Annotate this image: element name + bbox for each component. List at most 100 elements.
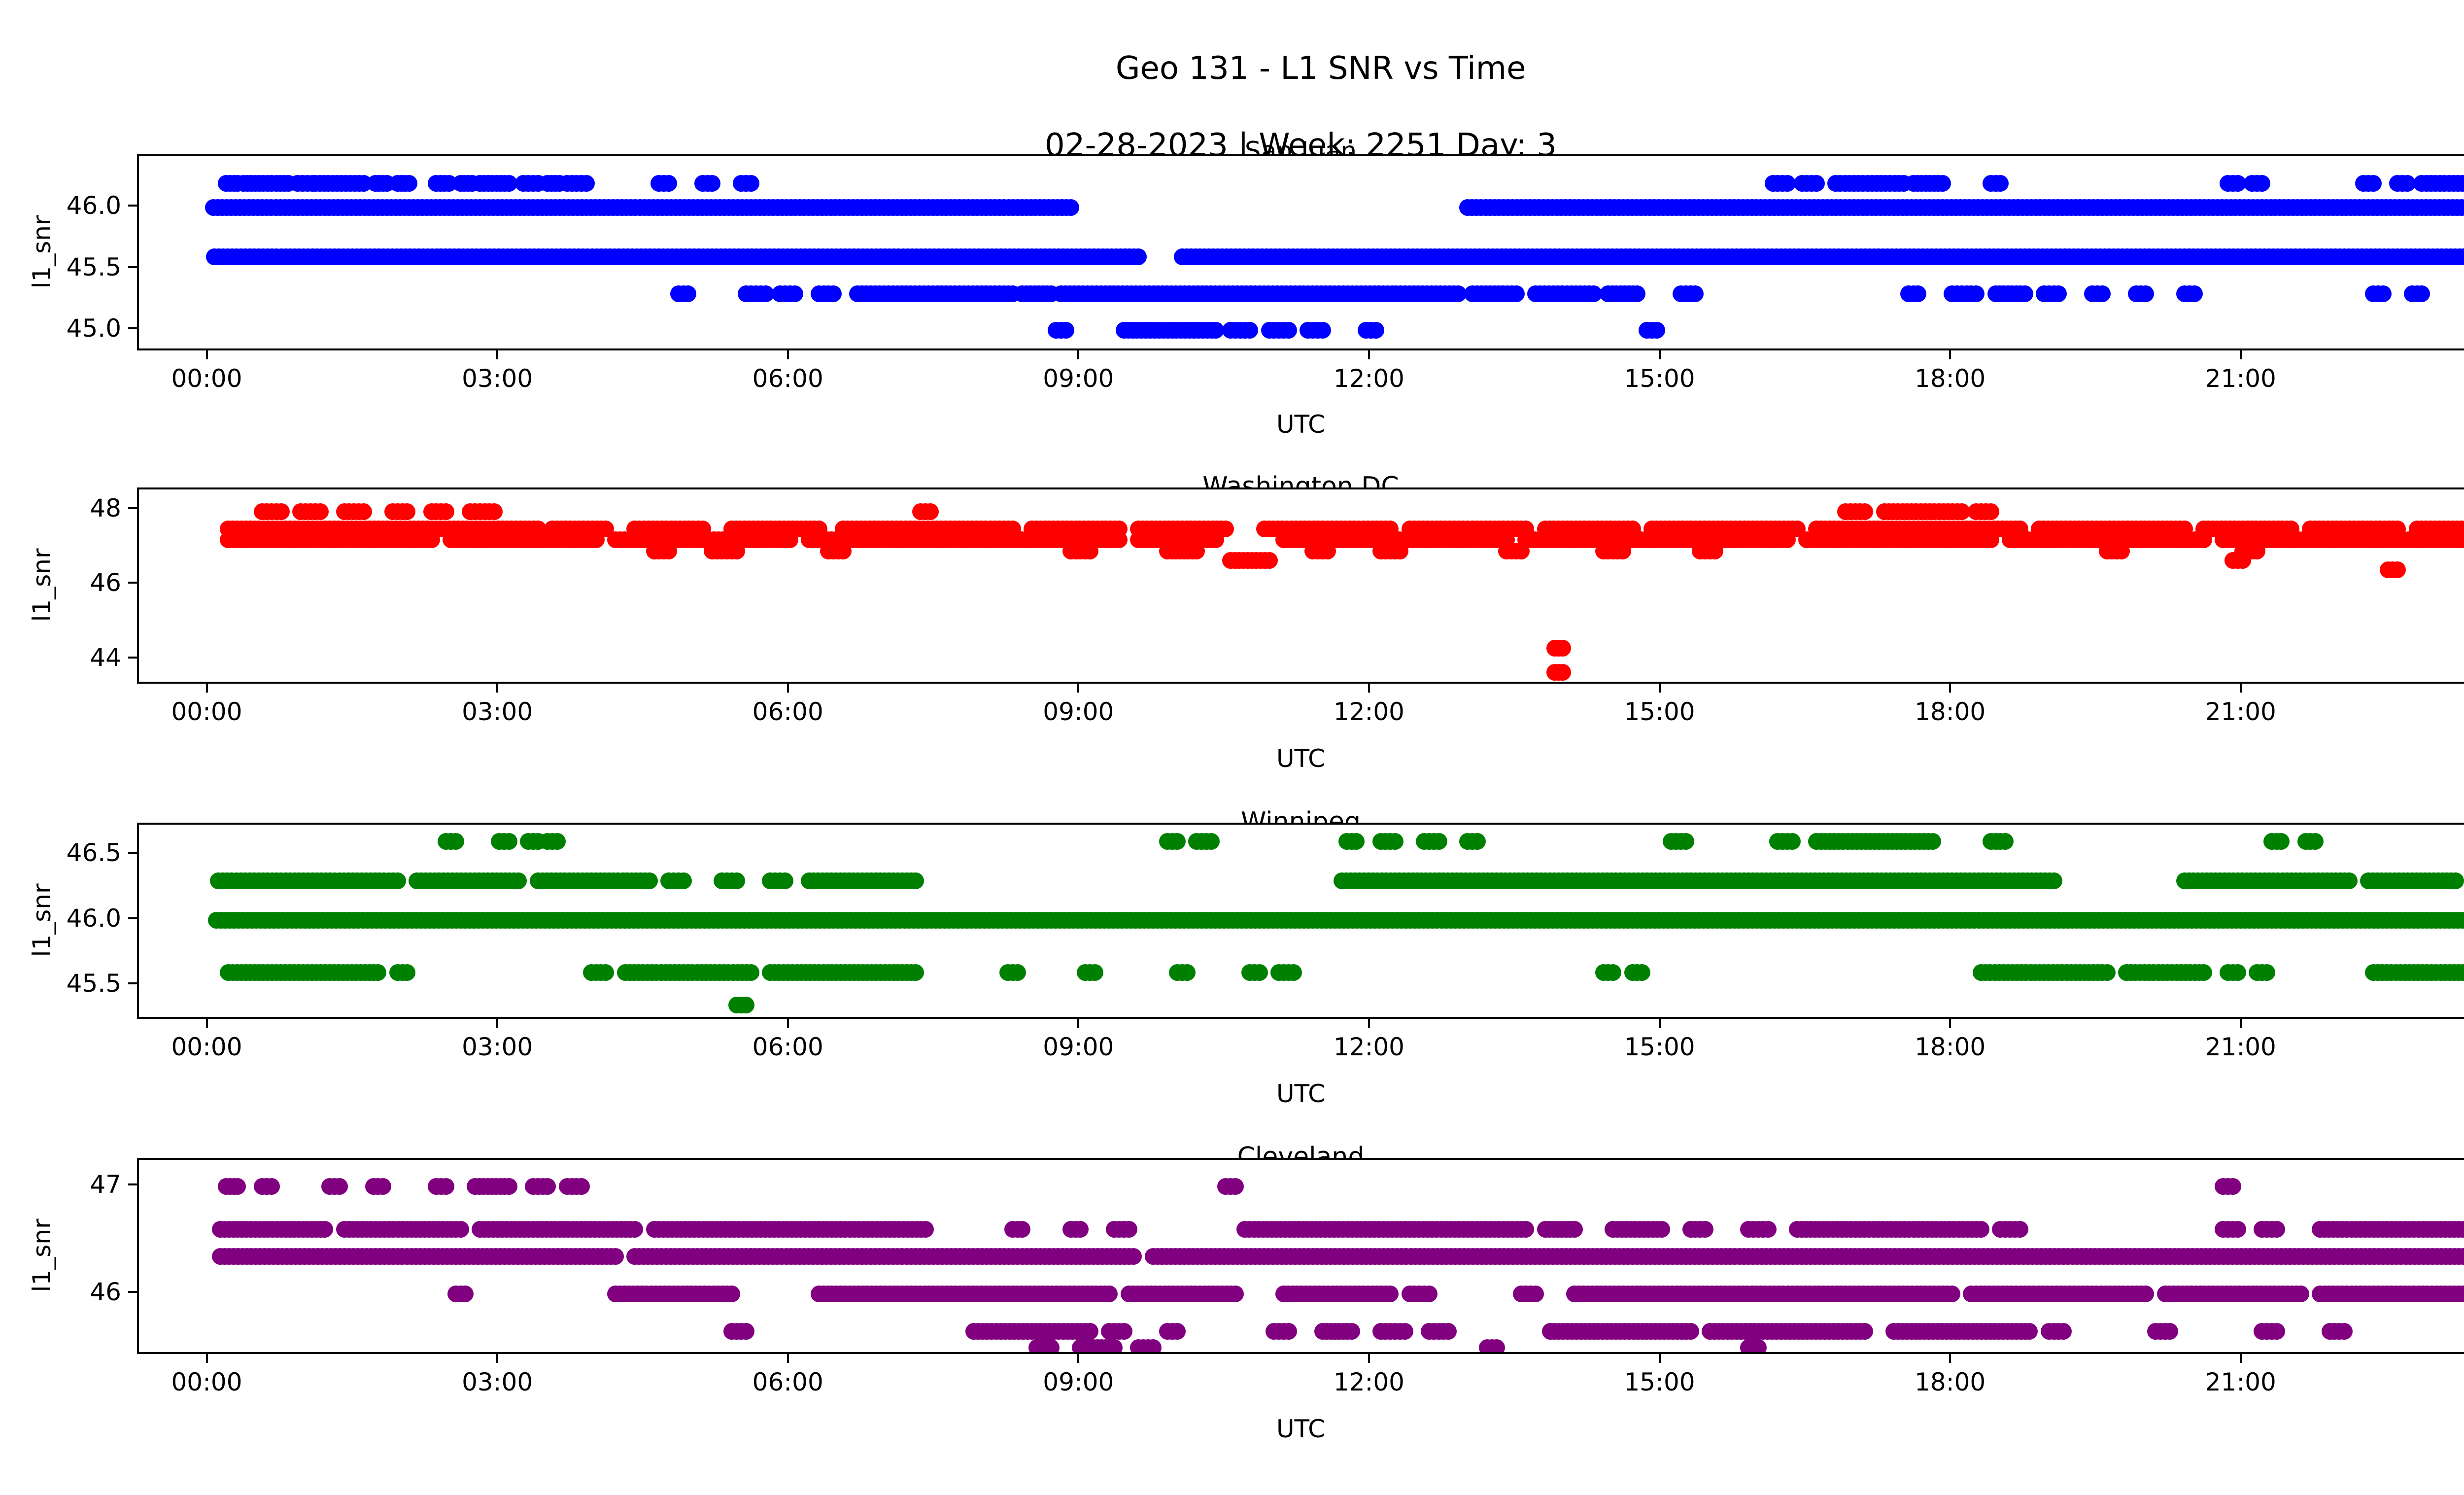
x-tick-label: 00:00 [171,1033,242,1061]
data-point [1944,1285,1961,1302]
data-point [2229,964,2246,981]
x-tick-mark [787,684,789,693]
x-tick-mark [205,1019,208,1028]
data-point [1110,531,1128,549]
data-point [1512,543,1530,560]
y-axis-label: l1_snr [28,548,56,622]
data-point [2389,561,2406,578]
x-tick-label: 00:00 [171,697,242,726]
data-point [907,964,924,981]
x-tick-mark [1949,1019,1951,1028]
data-point [2340,872,2358,890]
data-point [539,1178,556,1195]
x-tick-label: 12:00 [1333,1033,1404,1061]
x-tick-label: 21:00 [2205,1033,2276,1061]
data-point [1648,322,1665,339]
y-tick-mark [128,917,137,919]
data-point [1125,1248,1142,1265]
data-point [1168,833,1186,850]
x-tick-mark [205,350,208,359]
x-tick-label: 03:00 [462,697,533,726]
x-axis-label: UTC [1276,410,1326,439]
x-tick-mark [1949,350,1951,359]
y-tick-mark [128,852,137,854]
x-tick-mark [2239,1019,2242,1028]
data-point [1348,833,1365,850]
data-point [438,503,455,521]
data-point [728,543,745,560]
x-tick-mark [1658,684,1661,693]
x-tick-mark [787,350,789,359]
y-tick-label: 46 [90,568,121,597]
data-point [1343,1322,1360,1340]
x-tick-label: 12:00 [1333,697,1404,726]
data-point [510,872,527,890]
data-point [438,1178,455,1195]
data-point [1527,1285,1544,1302]
x-tick-label: 15:00 [1624,364,1695,393]
data-point [2254,174,2271,192]
x-tick-mark [496,684,499,693]
data-point [263,1178,280,1195]
x-tick-mark [1077,350,1080,359]
data-point [1382,1285,1399,1302]
data-point [578,174,595,192]
data-point [1081,543,1098,560]
x-tick-mark [1368,1019,1370,1028]
y-tick-label: 45.5 [66,252,121,281]
data-point [2137,1285,2155,1302]
data-point [743,174,760,192]
data-point [1469,833,1486,850]
y-tick-mark [128,205,137,207]
data-point [1997,833,2014,850]
x-tick-label: 03:00 [462,1033,533,1061]
x-tick-label: 18:00 [1915,697,1986,726]
data-point [2093,285,2111,302]
data-point [452,1221,469,1238]
data-point [1387,833,1404,850]
data-point [1009,964,1026,981]
data-point [1420,1285,1437,1302]
x-tick-label: 09:00 [1043,697,1114,726]
y-tick-mark [128,266,137,268]
data-point [2268,1221,2285,1238]
data-point [704,174,721,192]
data-point [2098,964,2116,981]
data-point [738,1322,755,1340]
data-point [1391,543,1408,560]
data-point [2229,1221,2246,1238]
data-point [1062,199,1079,216]
data-point [1517,1221,1535,1238]
data-point [2413,285,2430,302]
x-tick-label: 18:00 [1915,1033,1986,1061]
x-tick-mark [1077,1019,1080,1028]
data-point [500,1178,517,1195]
data-point [1188,543,1205,560]
data-point [2137,285,2155,302]
data-point [1014,1221,1031,1238]
data-point [2234,552,2251,569]
y-tick-mark [128,507,137,509]
data-point [2374,285,2392,302]
x-tick-mark [496,1019,499,1028]
data-point [922,503,939,521]
data-point [370,964,387,981]
data-point [1706,543,1723,560]
plot-area [137,823,2464,1019]
x-tick-mark [1077,684,1080,693]
data-point [1057,322,1074,339]
data-point [1285,964,1302,981]
data-point [1168,1322,1186,1340]
data-point [786,285,803,302]
x-tick-mark [2239,350,2242,359]
data-point [1992,174,2009,192]
data-point [1759,1221,1777,1238]
data-point [675,872,692,890]
data-point [1614,543,1631,560]
data-point [587,531,605,549]
data-point [907,872,924,890]
x-tick-mark [1949,684,1951,693]
data-point [1430,833,1447,850]
figure-title-line1: Geo 131 - L1 SNR vs Time [1115,50,1526,87]
data-point [447,833,464,850]
